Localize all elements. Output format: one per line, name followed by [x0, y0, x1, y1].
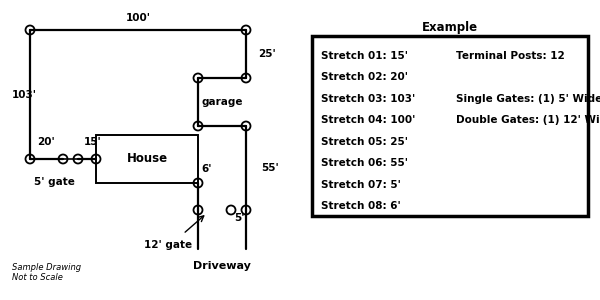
Text: Stretch 07: 5': Stretch 07: 5'	[321, 180, 401, 190]
Text: 25': 25'	[258, 49, 276, 59]
Text: 20': 20'	[38, 137, 55, 147]
Text: 100': 100'	[125, 13, 151, 23]
Text: Terminal Posts: 12: Terminal Posts: 12	[456, 51, 565, 61]
Text: Driveway: Driveway	[193, 261, 251, 271]
Text: Single Gates: (1) 5' Wide: Single Gates: (1) 5' Wide	[456, 94, 600, 104]
Text: Stretch 03: 103': Stretch 03: 103'	[321, 94, 415, 104]
Text: 55': 55'	[261, 163, 279, 173]
Text: Example: Example	[422, 21, 478, 34]
Text: 103': 103'	[12, 89, 37, 100]
Text: Stretch 08: 6': Stretch 08: 6'	[321, 201, 401, 211]
Text: Stretch 04: 100': Stretch 04: 100'	[321, 115, 415, 125]
Text: Double Gates: (1) 12' Wide: Double Gates: (1) 12' Wide	[456, 115, 600, 125]
Text: Stretch 05: 25': Stretch 05: 25'	[321, 137, 408, 147]
Text: Sample Drawing
Not to Scale: Sample Drawing Not to Scale	[12, 262, 81, 282]
Bar	[96, 135, 198, 183]
Bar	[312, 36, 588, 216]
Text: 6': 6'	[201, 164, 212, 174]
Text: 5': 5'	[234, 213, 245, 223]
Text: House: House	[127, 152, 167, 166]
Text: 15': 15'	[84, 137, 102, 147]
Text: garage: garage	[201, 97, 243, 107]
Text: 5' gate: 5' gate	[34, 177, 74, 187]
Text: Stretch 01: 15': Stretch 01: 15'	[321, 51, 408, 61]
Text: Stretch 02: 20': Stretch 02: 20'	[321, 72, 408, 82]
Text: Stretch 06: 55': Stretch 06: 55'	[321, 158, 408, 168]
Text: 12' gate: 12' gate	[144, 240, 192, 250]
